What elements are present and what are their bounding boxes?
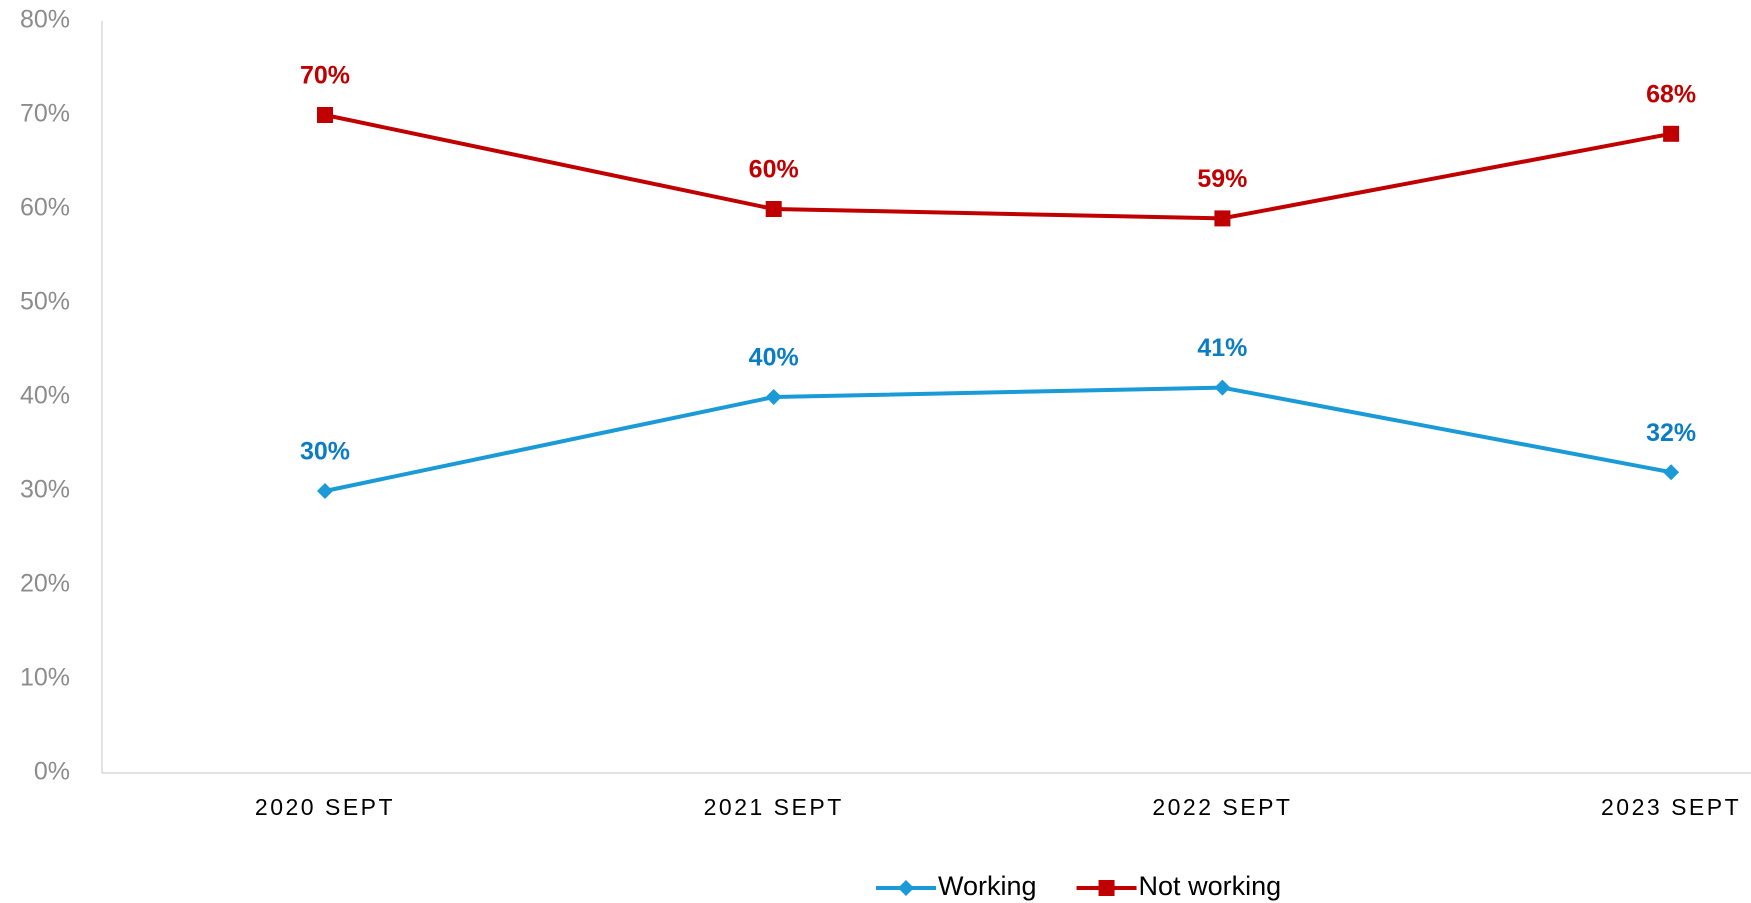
y-tick-label: 20%	[20, 570, 70, 598]
data-label: 60%	[749, 156, 799, 184]
legend-marker	[1098, 880, 1115, 896]
legend-marker	[898, 880, 914, 896]
legend-label: Working	[938, 871, 1037, 901]
series-line	[324, 113, 1672, 221]
y-tick-label: 60%	[20, 194, 70, 222]
x-tick-label: 2022 SEPT	[1152, 794, 1292, 820]
y-tick-label: 50%	[20, 288, 70, 316]
data-label: 70%	[300, 62, 350, 90]
y-tick-label: 30%	[20, 476, 70, 504]
x-tick-label: 2021 SEPT	[704, 794, 844, 820]
data-point	[765, 389, 782, 405]
data-label: 68%	[1646, 80, 1696, 108]
data-point	[1214, 379, 1231, 396]
data-point	[317, 483, 333, 499]
y-tick-label: 70%	[20, 100, 70, 128]
y-tick-label: 0%	[34, 758, 70, 786]
data-point	[1663, 125, 1680, 142]
data-point	[765, 201, 782, 217]
data-label: 41%	[1197, 334, 1247, 362]
data-label: 30%	[300, 438, 350, 466]
data-point	[1214, 210, 1231, 227]
x-tick-label: 2020 SEPT	[255, 794, 395, 820]
data-label: 59%	[1197, 165, 1247, 193]
data-label: 32%	[1646, 419, 1696, 447]
y-tick-label: 10%	[20, 664, 70, 692]
data-point	[1663, 464, 1680, 481]
series-line	[324, 385, 1672, 493]
y-tick-label: 40%	[20, 382, 70, 410]
data-point	[317, 107, 333, 123]
legend-label: Not working	[1139, 871, 1282, 901]
y-tick-label: 80%	[20, 6, 70, 34]
x-tick-label: 2023 SEPT	[1601, 794, 1741, 820]
data-label: 40%	[749, 344, 799, 372]
